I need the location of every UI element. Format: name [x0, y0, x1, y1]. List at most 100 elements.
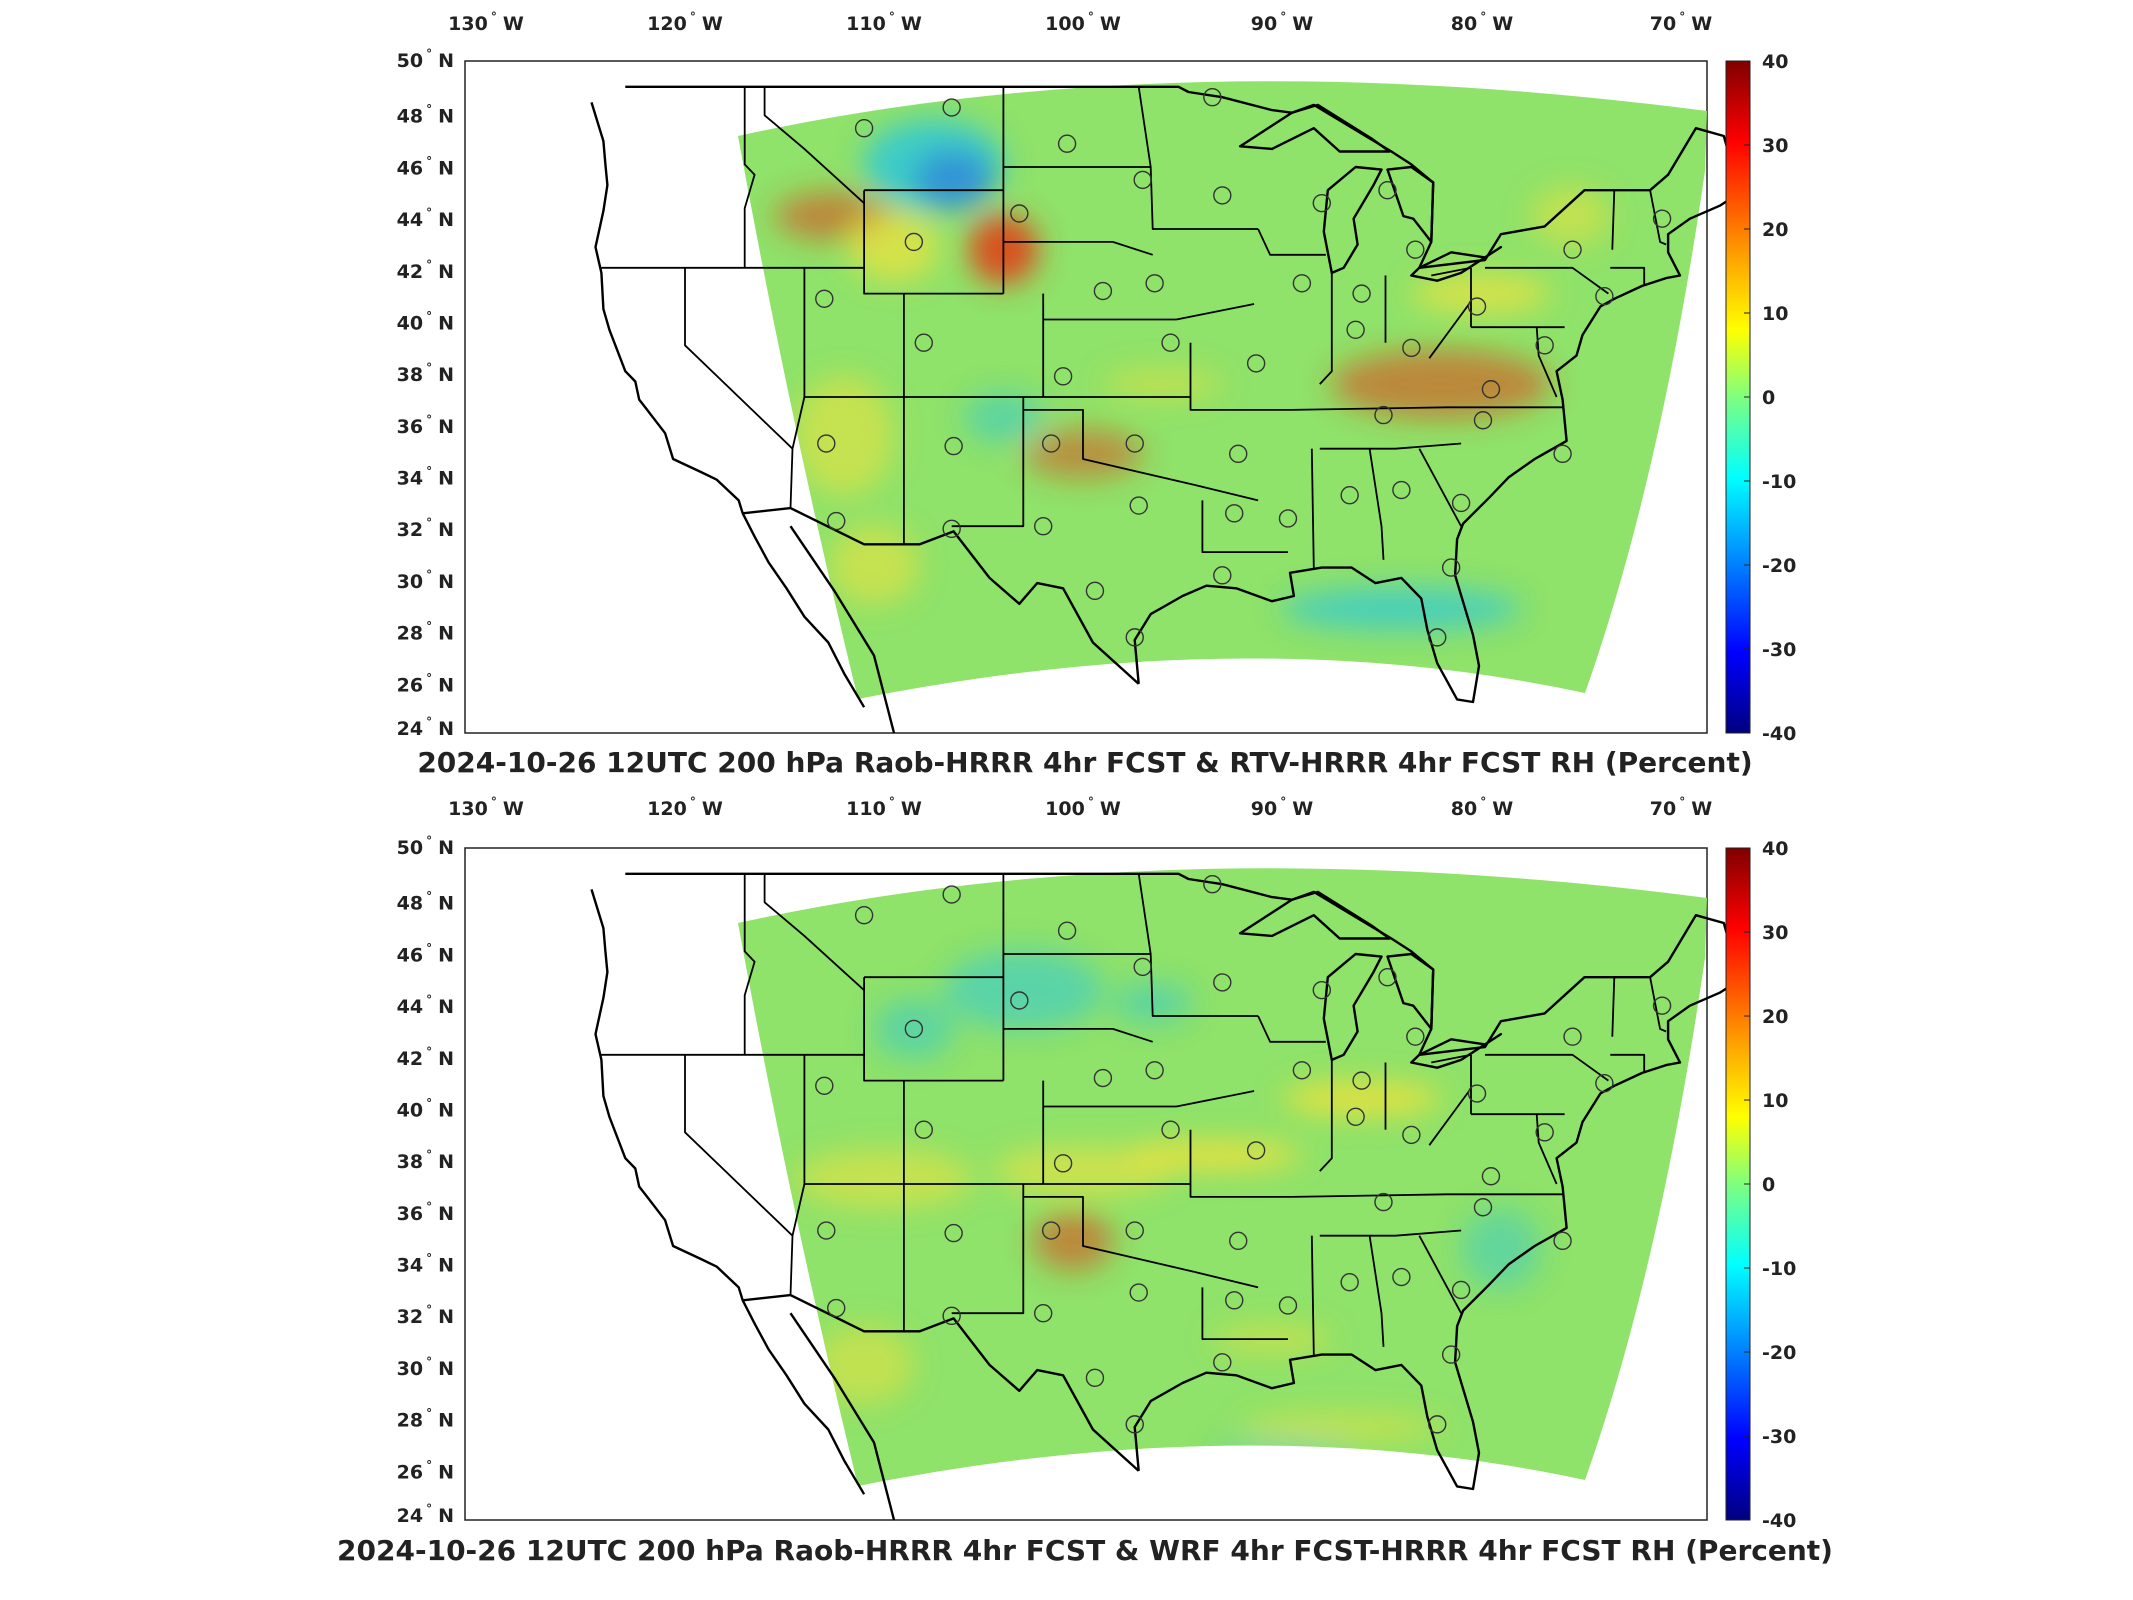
lat-tick-label: 48 ° N — [397, 890, 454, 915]
raob-station-marker — [1467, 297, 1487, 316]
lon-tick-label: 100 ° W — [1045, 795, 1121, 820]
raob-station-marker — [1312, 193, 1332, 213]
raob-station-marker — [1292, 1061, 1312, 1080]
state-border — [1431, 1053, 1472, 1064]
colorbar-tick-label: -30 — [1762, 1426, 1796, 1448]
state-border — [1485, 1053, 1609, 1082]
raob-station-marker — [1203, 874, 1222, 894]
state-border — [863, 977, 1004, 1082]
lon-tick-label: 110 ° W — [846, 10, 922, 35]
raob-station-marker — [1213, 973, 1232, 992]
colorbar-tick-label: -10 — [1762, 1258, 1796, 1280]
raob-station-marker — [1481, 1167, 1501, 1186]
raob-station-marker — [1125, 628, 1144, 647]
raob-station-marker — [815, 289, 834, 308]
raob-stations — [815, 874, 1672, 1434]
state-border — [684, 267, 794, 450]
lon-tick-label: 130 ° W — [448, 10, 524, 35]
state-border — [1428, 303, 1470, 359]
anomaly-blob — [1241, 1411, 1442, 1442]
raob-station-marker — [1213, 1353, 1232, 1372]
lat-tick-label: 42 ° N — [397, 1045, 454, 1070]
raob-station-marker — [1085, 581, 1105, 601]
raob-station-marker — [1093, 281, 1113, 301]
lat-tick-label: 40 ° N — [397, 309, 454, 334]
state-border — [1319, 1059, 1333, 1172]
state-border — [1319, 1229, 1462, 1237]
raob-station-marker — [1145, 1061, 1164, 1080]
state-border — [1610, 266, 1646, 286]
raob-station-marker — [1374, 405, 1393, 425]
raob-station-marker — [1161, 333, 1180, 352]
raob-station-marker — [1473, 411, 1493, 430]
state-border — [1310, 448, 1315, 568]
state-border — [1201, 1287, 1288, 1340]
raob-station-marker — [1378, 181, 1397, 200]
state-border — [1310, 1235, 1315, 1355]
state-border — [1257, 1015, 1326, 1043]
lon-tick-label: 80 ° W — [1451, 10, 1513, 35]
state-border — [1611, 190, 1616, 250]
raob-station-marker — [827, 1298, 846, 1318]
anomaly-blob — [943, 950, 1104, 1031]
raob-station-marker — [944, 436, 963, 456]
raob-station-marker — [1402, 338, 1421, 358]
colorbar-tick-label: -10 — [1762, 471, 1796, 493]
state-border — [1023, 409, 1195, 486]
rh-anomaly-field — [794, 950, 1541, 1461]
colorbar-tick-label: 20 — [1762, 1006, 1788, 1028]
raob-station-marker — [1652, 996, 1672, 1015]
state-border — [1003, 1028, 1153, 1043]
raob-station-marker — [1033, 1304, 1053, 1323]
raob-station-marker — [827, 511, 846, 531]
state-border — [951, 1184, 1025, 1315]
raob-station-marker — [1129, 496, 1148, 515]
state-border — [1428, 1090, 1470, 1146]
raob-station-marker — [1133, 170, 1152, 190]
lat-tick-label: 30 ° N — [397, 568, 454, 593]
raob-station-marker — [1125, 434, 1144, 453]
raob-station-marker — [1451, 493, 1471, 513]
state-border — [763, 86, 865, 204]
raob-station-marker — [1352, 284, 1371, 303]
state-border — [1611, 977, 1616, 1037]
pacific-coastline — [590, 102, 866, 708]
state-border — [1137, 873, 1259, 1017]
great-lake-outline — [1386, 165, 1435, 244]
state-border — [1189, 342, 1292, 411]
state-border — [863, 190, 1004, 295]
state-border — [1003, 241, 1153, 256]
raob-station-marker — [1406, 240, 1425, 259]
raob-station-marker — [1053, 367, 1073, 386]
colorbar-tick-label: 10 — [1762, 303, 1788, 325]
raob-station-marker — [1041, 1221, 1061, 1240]
lat-tick-label: 24 ° N — [397, 1502, 454, 1527]
raob-station-marker — [1129, 1283, 1148, 1302]
state-border — [951, 397, 1025, 528]
great-lake-outline — [1239, 890, 1391, 940]
geography-lines — [590, 85, 1741, 734]
anomaly-blob — [963, 392, 1044, 443]
raob-station-marker — [1595, 287, 1614, 306]
state-border — [1201, 500, 1288, 553]
gulf-of-california-coast — [789, 1312, 896, 1521]
lon-tick-label: 70 ° W — [1650, 10, 1712, 35]
colorbar-tick-label: 30 — [1762, 922, 1788, 944]
colorbar-tick-label: -40 — [1762, 1510, 1796, 1532]
raob-station-marker — [1441, 1345, 1461, 1364]
lat-tick-label: 36 ° N — [397, 413, 454, 438]
raob-station-marker — [942, 1306, 961, 1326]
raob-station-marker — [904, 1019, 924, 1039]
raob-station-marker — [1203, 87, 1222, 107]
raob-station-marker — [1225, 1291, 1244, 1310]
raob-station-marker — [944, 1223, 963, 1243]
raob-station-marker — [1312, 980, 1332, 1000]
lon-tick-label: 120 ° W — [647, 795, 723, 820]
raob-station-marker — [1278, 1296, 1298, 1315]
raob-station-marker — [1473, 1198, 1493, 1217]
lon-tick-label: 120 ° W — [647, 10, 723, 35]
raob-station-marker — [1340, 486, 1359, 505]
lon-tick-label: 130 ° W — [448, 795, 524, 820]
state-border — [1189, 1129, 1292, 1198]
